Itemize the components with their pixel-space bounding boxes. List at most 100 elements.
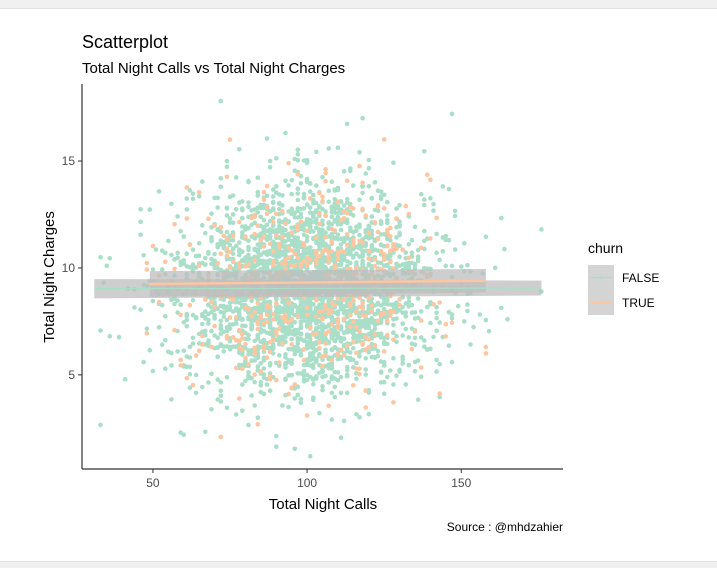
point-true xyxy=(369,303,375,309)
point-true xyxy=(267,304,273,310)
point-false xyxy=(267,361,273,366)
point-false xyxy=(415,296,421,301)
point-false xyxy=(354,251,359,256)
point-true xyxy=(320,199,325,204)
point-true xyxy=(230,335,236,340)
point-false xyxy=(412,262,418,268)
point-false xyxy=(381,379,387,385)
point-true xyxy=(314,314,319,319)
point-false xyxy=(206,302,211,307)
point-false xyxy=(366,235,372,240)
point-false xyxy=(446,343,452,349)
point-false xyxy=(215,335,220,341)
point-true xyxy=(443,321,449,327)
legend-key-false-point xyxy=(599,276,603,279)
point-false xyxy=(440,184,446,189)
point-true xyxy=(304,413,310,418)
point-false xyxy=(190,312,196,318)
point-false xyxy=(329,333,335,338)
point-false xyxy=(348,166,353,171)
point-false xyxy=(243,296,248,301)
point-false xyxy=(385,217,390,223)
smooth-fit-layer xyxy=(94,269,542,299)
point-false xyxy=(400,357,406,363)
point-false xyxy=(357,197,362,203)
point-true xyxy=(329,322,335,327)
point-true xyxy=(307,257,313,263)
point-false xyxy=(267,165,273,170)
point-true xyxy=(295,227,301,232)
point-true xyxy=(335,296,341,301)
point-false xyxy=(233,243,239,249)
point-true xyxy=(264,355,270,360)
point-false xyxy=(462,240,467,246)
point-true xyxy=(348,324,353,330)
point-true xyxy=(237,264,242,270)
x-tick-label: 150 xyxy=(451,476,471,490)
point-false xyxy=(181,348,187,354)
point-false xyxy=(369,245,375,250)
point-true xyxy=(295,223,301,228)
point-false xyxy=(289,211,295,217)
point-true xyxy=(280,234,285,240)
point-true xyxy=(323,178,328,184)
point-false xyxy=(455,303,461,309)
point-true xyxy=(443,334,449,339)
point-true xyxy=(237,261,242,267)
point-false xyxy=(255,189,261,195)
point-true xyxy=(326,403,332,409)
point-false xyxy=(332,394,338,400)
point-true xyxy=(428,177,433,183)
point-false xyxy=(391,382,396,387)
point-false xyxy=(175,298,180,303)
point-false xyxy=(311,350,316,356)
point-false xyxy=(237,200,242,205)
point-false xyxy=(477,312,483,317)
point-false xyxy=(221,310,227,315)
point-false xyxy=(147,347,153,353)
point-true xyxy=(289,385,295,390)
point-false xyxy=(320,298,325,303)
point-true xyxy=(372,342,378,348)
point-false xyxy=(209,371,214,377)
point-false xyxy=(224,229,230,235)
point-false xyxy=(338,227,344,233)
point-false xyxy=(348,252,353,257)
point-false xyxy=(190,247,196,252)
point-true xyxy=(449,320,455,326)
point-false xyxy=(286,237,291,242)
point-false xyxy=(397,230,402,236)
point-false xyxy=(292,302,298,308)
point-false xyxy=(144,326,150,332)
point-true xyxy=(286,245,291,251)
point-false xyxy=(283,178,288,184)
point-false xyxy=(295,335,301,341)
point-true xyxy=(307,196,313,201)
point-true xyxy=(233,314,239,320)
point-false xyxy=(301,252,307,257)
point-false xyxy=(237,240,242,245)
point-false xyxy=(406,335,412,340)
point-false xyxy=(320,174,325,180)
point-false xyxy=(267,251,273,257)
point-true xyxy=(391,309,396,315)
point-false xyxy=(193,316,199,321)
point-false xyxy=(381,306,387,312)
point-false xyxy=(295,392,301,398)
point-false xyxy=(203,230,208,236)
point-false xyxy=(224,205,230,211)
point-false xyxy=(283,352,288,357)
point-true xyxy=(249,313,254,319)
point-true xyxy=(240,366,245,372)
point-false xyxy=(270,344,276,350)
point-false xyxy=(166,349,171,355)
point-true xyxy=(323,213,328,219)
point-false xyxy=(446,309,452,315)
legend-label-true: TRUE xyxy=(622,296,655,310)
point-false xyxy=(388,237,393,243)
point-false xyxy=(246,179,251,185)
point-false xyxy=(486,328,492,334)
point-false xyxy=(329,222,335,227)
point-false xyxy=(252,236,257,241)
point-false xyxy=(360,115,365,121)
